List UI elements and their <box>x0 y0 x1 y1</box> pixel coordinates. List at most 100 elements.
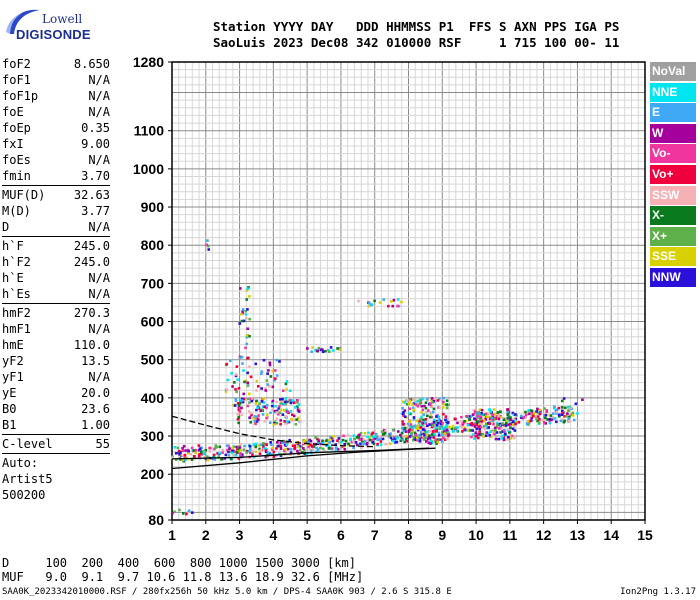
echo-point <box>292 418 296 422</box>
echo-point <box>509 422 512 426</box>
echo-point <box>231 385 234 388</box>
param-value: 110.0 <box>73 338 110 352</box>
echo-point <box>171 512 174 515</box>
echo-point <box>190 446 194 450</box>
echo-point <box>524 410 527 414</box>
echo-point <box>181 512 185 515</box>
echo-point <box>445 424 448 428</box>
echo-point <box>561 411 565 415</box>
echo-point <box>445 406 449 410</box>
echo-point <box>243 380 246 384</box>
echo-point <box>442 396 446 400</box>
echo-point <box>262 358 266 362</box>
echo-point <box>270 443 273 446</box>
echo-point <box>478 418 482 421</box>
echo-point <box>270 453 273 456</box>
echo-point <box>574 402 578 406</box>
echo-point <box>337 440 341 444</box>
echo-point <box>399 433 402 437</box>
echo-point <box>411 403 414 406</box>
echo-point <box>279 447 283 450</box>
echo-point <box>425 440 428 443</box>
auto-label: Auto: <box>2 456 39 470</box>
echo-point <box>229 450 232 453</box>
echo-point <box>445 426 449 430</box>
echo-point <box>236 412 239 416</box>
echo-point <box>231 449 235 452</box>
echo-point <box>497 427 501 430</box>
echo-point <box>434 426 438 430</box>
y-tick-label: 600 <box>141 314 165 330</box>
echo-point <box>292 414 296 418</box>
echo-point <box>441 433 444 436</box>
echo-point <box>334 449 338 452</box>
echo-point <box>546 418 549 421</box>
echo-point <box>503 430 506 433</box>
echo-point <box>374 435 377 438</box>
header-line-1: Station YYYY DAY DDD HHMMSS P1 FFS S AXN… <box>213 19 620 34</box>
echo-point <box>379 443 383 447</box>
echo-point <box>197 444 201 447</box>
echo-point <box>298 451 302 454</box>
echo-point <box>326 348 330 352</box>
echo-point <box>531 414 535 418</box>
echo-point <box>470 414 474 417</box>
echo-point <box>478 430 481 433</box>
echo-point <box>513 424 516 428</box>
echo-point <box>419 418 422 421</box>
echo-point <box>430 397 434 400</box>
echo-point <box>424 401 428 404</box>
echo-point <box>427 430 430 433</box>
echo-point <box>407 401 411 405</box>
echo-point <box>435 428 438 431</box>
legend-item: E <box>650 103 696 123</box>
echo-point <box>209 446 212 450</box>
echo-point <box>225 362 229 366</box>
echo-point <box>234 397 238 401</box>
echo-point <box>305 452 309 455</box>
echo-point <box>285 380 289 383</box>
echo-point <box>294 406 297 409</box>
echo-point <box>560 399 564 403</box>
param-row: fxI 9.00 <box>2 136 110 152</box>
param-row: foE N/A <box>2 104 110 120</box>
echo-point <box>271 369 274 373</box>
param-row: h`E N/A <box>2 270 110 286</box>
echo-point <box>235 390 238 394</box>
echo-point <box>416 404 419 408</box>
echo-point <box>274 404 277 408</box>
echo-point <box>273 420 277 423</box>
echo-point <box>507 428 510 431</box>
param-row: foEs N/A <box>2 152 110 168</box>
echo-point <box>290 417 293 421</box>
echo-point <box>412 417 416 421</box>
echo-point <box>442 427 446 431</box>
echo-point <box>217 455 221 458</box>
echo-point <box>241 362 244 365</box>
echo-point <box>477 425 480 428</box>
echo-point <box>428 423 431 426</box>
echo-point <box>261 413 265 416</box>
echo-point <box>288 389 292 393</box>
echo-point <box>237 415 241 419</box>
echo-point <box>379 440 383 443</box>
echo-point <box>404 437 408 441</box>
echo-point <box>287 420 291 424</box>
echo-point <box>245 289 249 292</box>
echo-point <box>289 401 293 405</box>
echo-point <box>379 437 383 441</box>
echo-point <box>178 452 181 456</box>
echo-point <box>312 445 316 448</box>
echo-point <box>226 448 229 452</box>
echo-point <box>484 422 488 426</box>
x-tick-label: 12 <box>536 527 552 543</box>
echo-point <box>403 440 406 444</box>
echo-point <box>441 427 444 431</box>
y-tick-label: 500 <box>141 352 165 368</box>
y-tick-label: 1280 <box>133 54 164 70</box>
echo-point <box>368 438 372 442</box>
echo-point <box>329 346 333 349</box>
echo-point <box>319 442 322 446</box>
echo-point <box>276 444 280 448</box>
